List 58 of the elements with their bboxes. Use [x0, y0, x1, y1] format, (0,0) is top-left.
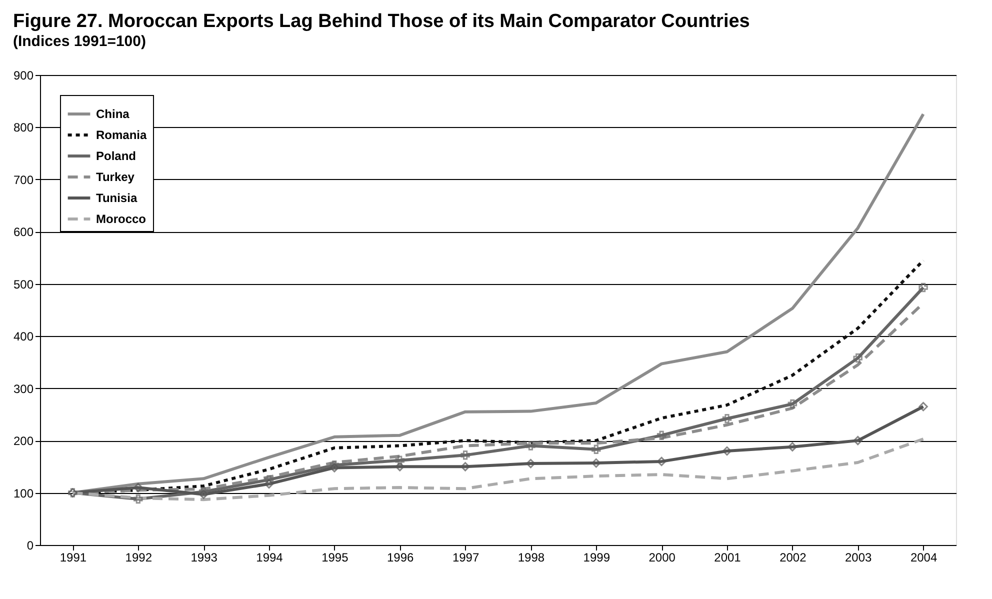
point	[788, 442, 798, 452]
legend-label: Romania	[96, 128, 148, 142]
y-tick-label: 200	[13, 434, 34, 448]
y-tick-label: 800	[13, 120, 34, 135]
x-tick-label: 1994	[256, 550, 284, 564]
point	[918, 282, 928, 292]
point	[722, 414, 732, 424]
point	[460, 450, 470, 460]
point	[330, 460, 340, 470]
point	[198, 490, 208, 499]
x-tick-label: 2003	[845, 550, 872, 564]
point	[460, 462, 470, 472]
point	[264, 475, 274, 484]
point	[395, 462, 404, 472]
point	[656, 456, 666, 466]
legend-label: China	[96, 107, 130, 121]
x-tick-label: 2001	[714, 550, 742, 564]
x-tick-label: 2002	[780, 550, 807, 564]
x-tick-label: 1992	[125, 550, 152, 564]
x-tick-label: 1995	[322, 550, 349, 564]
y-tick-label: 900	[13, 68, 34, 82]
x-tick-label: 1999	[583, 550, 610, 564]
legend-label: Tunisia	[96, 191, 138, 205]
point	[134, 482, 143, 492]
legend-label: Morocco	[96, 212, 146, 226]
x-tick-label: 1998	[518, 550, 545, 564]
y-tick-label: 400	[13, 330, 34, 344]
y-tick-label: 600	[13, 225, 34, 240]
point	[656, 430, 666, 440]
point	[134, 494, 143, 504]
point	[264, 479, 274, 489]
x-tick-label: 1991	[60, 550, 87, 564]
x-tick-label: 2000	[648, 550, 676, 564]
point	[853, 436, 862, 446]
chart-subtitle: (Indices 1991=100)	[12, 33, 146, 50]
point	[853, 353, 862, 363]
legend-label: Turkey	[96, 170, 135, 184]
y-tick-label: 100	[13, 486, 34, 500]
legend-label: Poland	[96, 149, 136, 163]
x-tick-label: 1997	[452, 550, 480, 564]
y-tick-label: 500	[13, 277, 34, 292]
point	[592, 444, 601, 454]
point	[526, 441, 536, 450]
y-tick-label: 300	[13, 382, 34, 396]
chart-title: Figure 27. Moroccan Exports Lag Behind Those of its Main Comparator Countries	[12, 11, 750, 32]
point	[395, 456, 404, 466]
point	[788, 399, 798, 409]
y-tick-label: 0	[26, 538, 34, 552]
x-tick-label: 2004	[910, 550, 938, 564]
y-tick-label: 700	[13, 172, 34, 187]
point	[918, 402, 928, 412]
point	[526, 458, 536, 468]
x-tick-label: 1993	[190, 550, 218, 564]
point	[722, 446, 732, 456]
point	[330, 463, 340, 472]
point	[592, 458, 601, 468]
x-tick-label: 1996	[387, 550, 414, 564]
point	[198, 487, 208, 496]
